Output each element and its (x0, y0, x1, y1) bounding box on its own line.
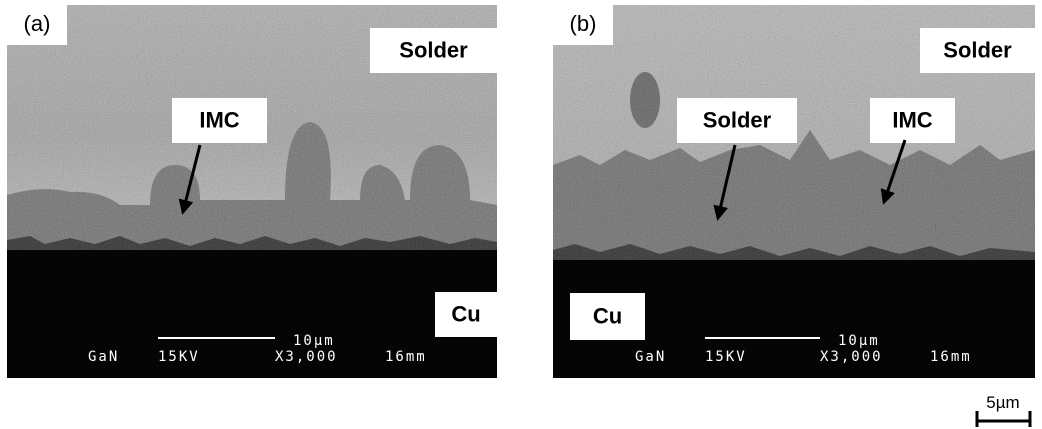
panel-label: (a) (24, 11, 51, 36)
micron-bar-label: 10µm (838, 333, 880, 349)
sem-info: GaN (88, 349, 119, 365)
panel-label: (b) (570, 11, 597, 36)
scale-bar: 5µm (977, 393, 1030, 427)
sem-info: 16mm (930, 349, 972, 365)
sem-info: GaN (635, 349, 666, 365)
annotation: Cu (451, 301, 480, 326)
annotation: Solder (943, 37, 1012, 62)
annotation: IMC (199, 107, 239, 132)
annotation: Cu (593, 303, 622, 328)
annotation: Solder (703, 107, 772, 132)
scale-bar-label: 5µm (986, 393, 1019, 412)
sem-info: 15KV (158, 349, 200, 365)
sem-info: X3,000 (275, 349, 338, 365)
annotation: Solder (399, 37, 468, 62)
annotation: IMC (892, 107, 932, 132)
micron-bar-label: 10µm (293, 333, 335, 349)
sem-info: 16mm (385, 349, 427, 365)
figure: 5µm (a) Solder IMC Cu 10µm GaN 15KV X3,000 16mm (… (0, 0, 1042, 429)
sem-info: X3,000 (820, 349, 883, 365)
sem-info: 15KV (705, 349, 747, 365)
